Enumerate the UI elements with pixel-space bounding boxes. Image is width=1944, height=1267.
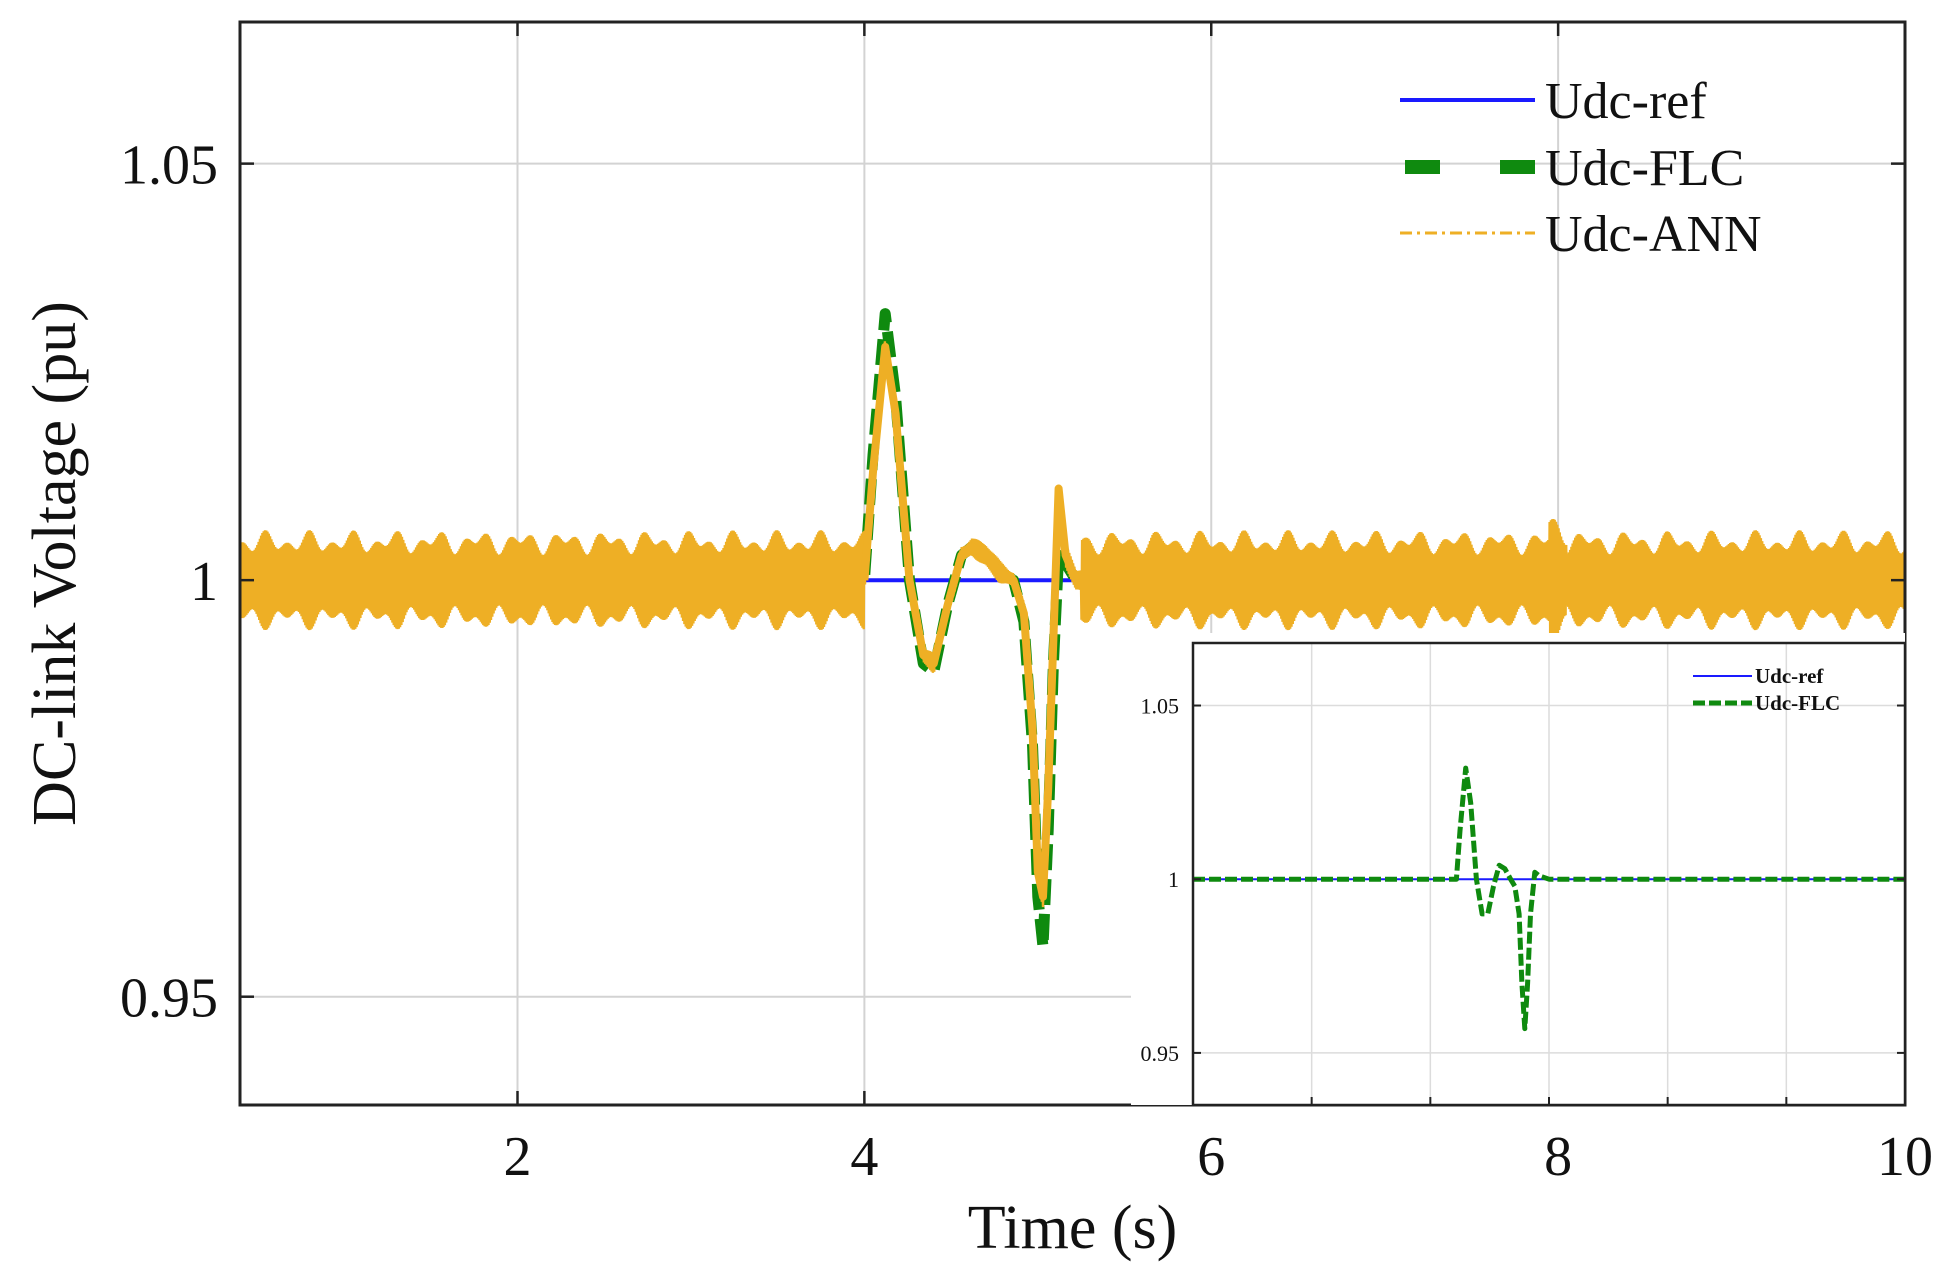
inset-y-tick-label: 1.05	[1141, 694, 1180, 719]
inset-legend-label-udc-flc: Udc-FLC	[1755, 691, 1840, 715]
main-plot-area	[238, 308, 1907, 953]
inset-chart: 0.95 1 1.05 Udc-ref Udc-FLC	[1131, 633, 1907, 1107]
y-axis-title: DC-link Voltage (pu)	[21, 301, 89, 826]
legend-label-udc-flc: Udc-FLC	[1545, 140, 1744, 197]
x-tick-label: 2	[504, 1126, 532, 1188]
series-udc-ann-ripple	[238, 341, 1907, 908]
main-ticks: 2 4 6 8 10 0.95 1 1.05	[120, 22, 1933, 1188]
main-legend: Udc-ref Udc-FLC Udc-ANN	[1400, 73, 1762, 263]
inset-plot-area	[1193, 765, 1905, 1032]
inset-y-tick-label: 1	[1168, 867, 1179, 892]
legend-label-udc-ann: Udc-ANN	[1545, 206, 1762, 263]
x-tick-label: 8	[1544, 1126, 1572, 1188]
y-tick-label: 0.95	[120, 968, 218, 1030]
inset-y-tick-label: 0.95	[1141, 1041, 1180, 1066]
legend-label-udc-ref: Udc-ref	[1545, 73, 1707, 130]
series-udc-ann-transient	[860, 342, 1080, 901]
y-tick-label: 1.05	[120, 135, 218, 197]
x-tick-label: 6	[1197, 1126, 1225, 1188]
main-axes-frame	[238, 20, 1907, 1107]
inset-series-udc-flc	[1193, 765, 1905, 1032]
y-tick-label: 1	[190, 551, 218, 613]
x-tick-label: 4	[850, 1126, 878, 1188]
inset-legend: Udc-ref Udc-FLC	[1693, 664, 1840, 715]
x-axis-title: Time (s)	[968, 1194, 1178, 1262]
x-tick-label: 10	[1877, 1126, 1933, 1188]
inset-ticks: 0.95 1 1.05	[1141, 694, 1905, 1105]
inset-background	[1131, 633, 1905, 1105]
inset-legend-label-udc-ref: Udc-ref	[1755, 664, 1824, 688]
